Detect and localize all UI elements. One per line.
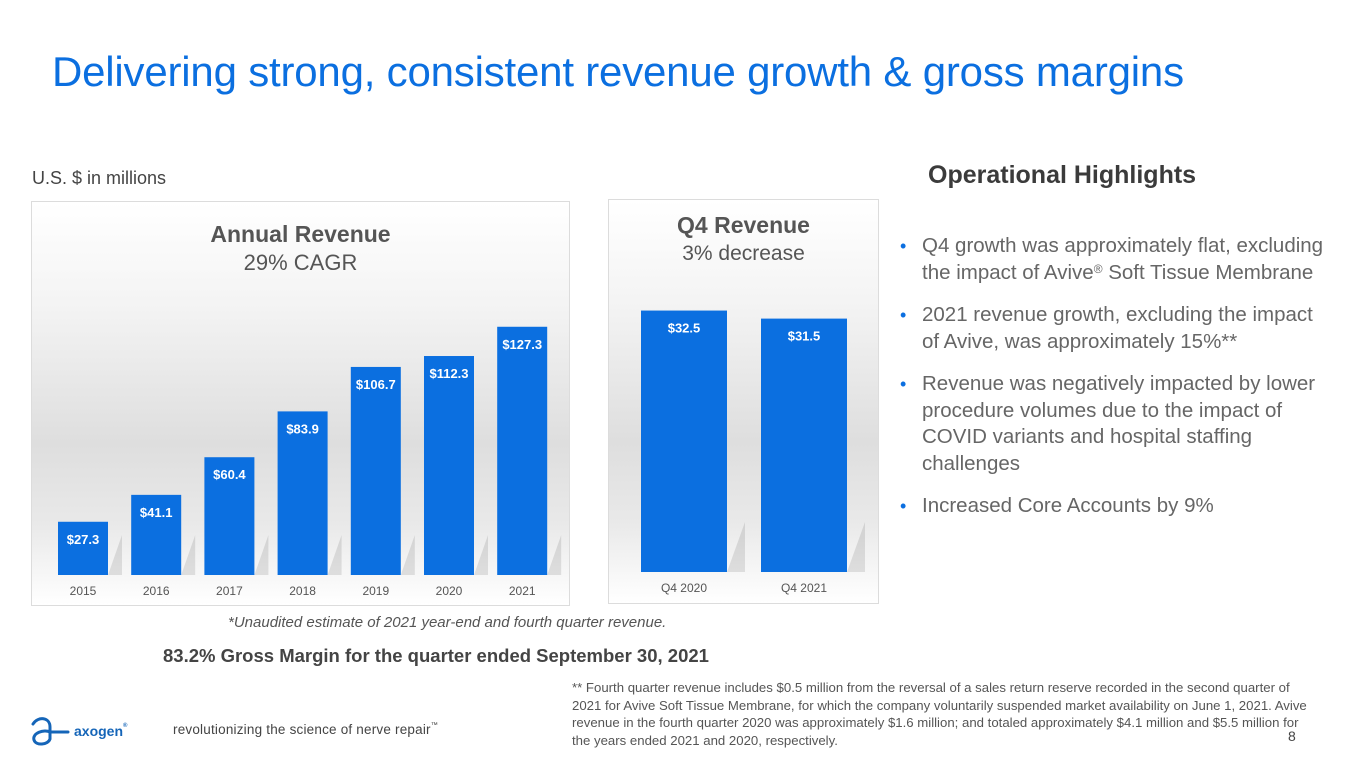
bar-shadow [108, 535, 122, 575]
bar-shadow [327, 535, 342, 575]
brand-name: axogen [74, 723, 124, 739]
bar-2020 [424, 356, 474, 575]
axogen-logo: axogen® [30, 715, 127, 747]
annual-revenue-chart: Annual Revenue 29% CAGR $27.3 2015 $41.1 20… [31, 201, 570, 606]
highlight-text: Increased Core Accounts by 9% [922, 494, 1214, 517]
category-tick-label: 2015 [70, 584, 97, 598]
q4-revenue-chart: Q4 Revenue 3% decrease $32.5 Q4 2020 $31.5… [608, 199, 879, 604]
bar-shadow [847, 522, 865, 572]
highlight-text: Revenue was negatively impacted by lower… [922, 372, 1316, 475]
bar-shadow [254, 535, 269, 575]
category-tick-label: 2019 [362, 584, 389, 598]
tagline: revolutionizing the science of nerve rep… [173, 722, 438, 737]
registered-mark: ® [1093, 261, 1103, 276]
annual-chart-subtitle: 29% CAGR [243, 250, 358, 275]
axogen-logo-icon [31, 717, 70, 746]
bar-shadow [547, 535, 562, 575]
bar-shadow [400, 535, 415, 575]
bar-value-label: $32.5 [668, 321, 701, 336]
bar-value-label: $127.3 [502, 337, 542, 352]
bar-q4-2021 [761, 318, 847, 572]
bar-shadow [181, 535, 196, 575]
highlight-text: 2021 revenue growth, excluding the impac… [922, 303, 1313, 353]
bar-2019 [350, 366, 401, 575]
highlights-list: • Q4 growth was approximately flat, exclu… [900, 233, 1330, 536]
category-tick-label: 2016 [143, 584, 170, 598]
bar-value-label: $41.1 [140, 505, 173, 520]
slide-title: Delivering strong, consistent revenue gr… [52, 48, 1184, 95]
bar-2021 [497, 326, 548, 575]
highlight-item: • Increased Core Accounts by 9% [900, 493, 1330, 520]
highlight-text-continued: Soft Tissue Membrane [1102, 260, 1314, 284]
bar-value-label: $60.4 [213, 467, 246, 482]
category-tick-label: Q4 2021 [781, 581, 827, 595]
category-tick-label: Q4 2020 [661, 581, 707, 595]
bar-2016 [131, 494, 182, 575]
unaudited-footnote: *Unaudited estimate of 2021 year-end and… [228, 614, 667, 631]
category-tick-label: 2020 [436, 584, 463, 598]
category-tick-label: 2018 [289, 584, 316, 598]
q4-chart-title: Q4 Revenue [677, 212, 810, 238]
avive-footnote: ** Fourth quarter revenue includes $0.5 … [572, 680, 1307, 748]
highlight-item: • 2021 revenue growth, excluding the impa… [900, 302, 1330, 355]
highlight-item: • Revenue was negatively impacted by lowe… [900, 371, 1330, 477]
bar-shadow [474, 535, 488, 575]
q4-chart-subtitle: 3% decrease [682, 242, 805, 265]
bullet-icon: • [900, 496, 907, 516]
annual-chart-title: Annual Revenue [210, 221, 391, 247]
bar-2017 [204, 457, 255, 575]
bar-value-label: $106.7 [356, 377, 396, 392]
gross-margin-statement: 83.2% Gross Margin for the quarter ended… [163, 645, 709, 666]
highlight-text: Q4 growth was approximately flat, exclud… [922, 234, 1324, 284]
axogen-wordmark: axogen® [74, 723, 127, 739]
units-label: U.S. $ in millions [32, 168, 167, 188]
bar-shadow [727, 522, 745, 572]
bullet-icon: • [900, 374, 907, 394]
page-number: 8 [1288, 728, 1296, 744]
tagline-text: revolutionizing the science of nerve rep… [173, 722, 431, 737]
trademark-mark: ™ [430, 722, 438, 729]
bar-value-label: $31.5 [788, 329, 821, 344]
bar-q4-2020 [641, 310, 727, 572]
q4-chart-plot: $32.5 Q4 2020 $31.5 Q4 2021 [641, 310, 865, 595]
category-tick-label: 2021 [509, 584, 536, 598]
bar-2015 [58, 521, 108, 575]
annual-chart-plot: $27.3 2015 $41.1 2016 $60.4 2017 $83.9 2018 $106… [58, 326, 562, 598]
bullet-icon: • [900, 305, 907, 325]
bullet-icon: • [900, 236, 907, 256]
bar-value-label: $83.9 [286, 421, 319, 436]
bar-2018 [277, 411, 328, 575]
highlights-title: Operational Highlights [928, 161, 1197, 189]
bar-value-label: $27.3 [67, 532, 100, 547]
brand-registered-mark: ® [123, 723, 128, 729]
category-tick-label: 2017 [216, 584, 243, 598]
bar-value-label: $112.3 [429, 366, 468, 381]
highlight-item: • Q4 growth was approximately flat, exclu… [900, 233, 1330, 286]
